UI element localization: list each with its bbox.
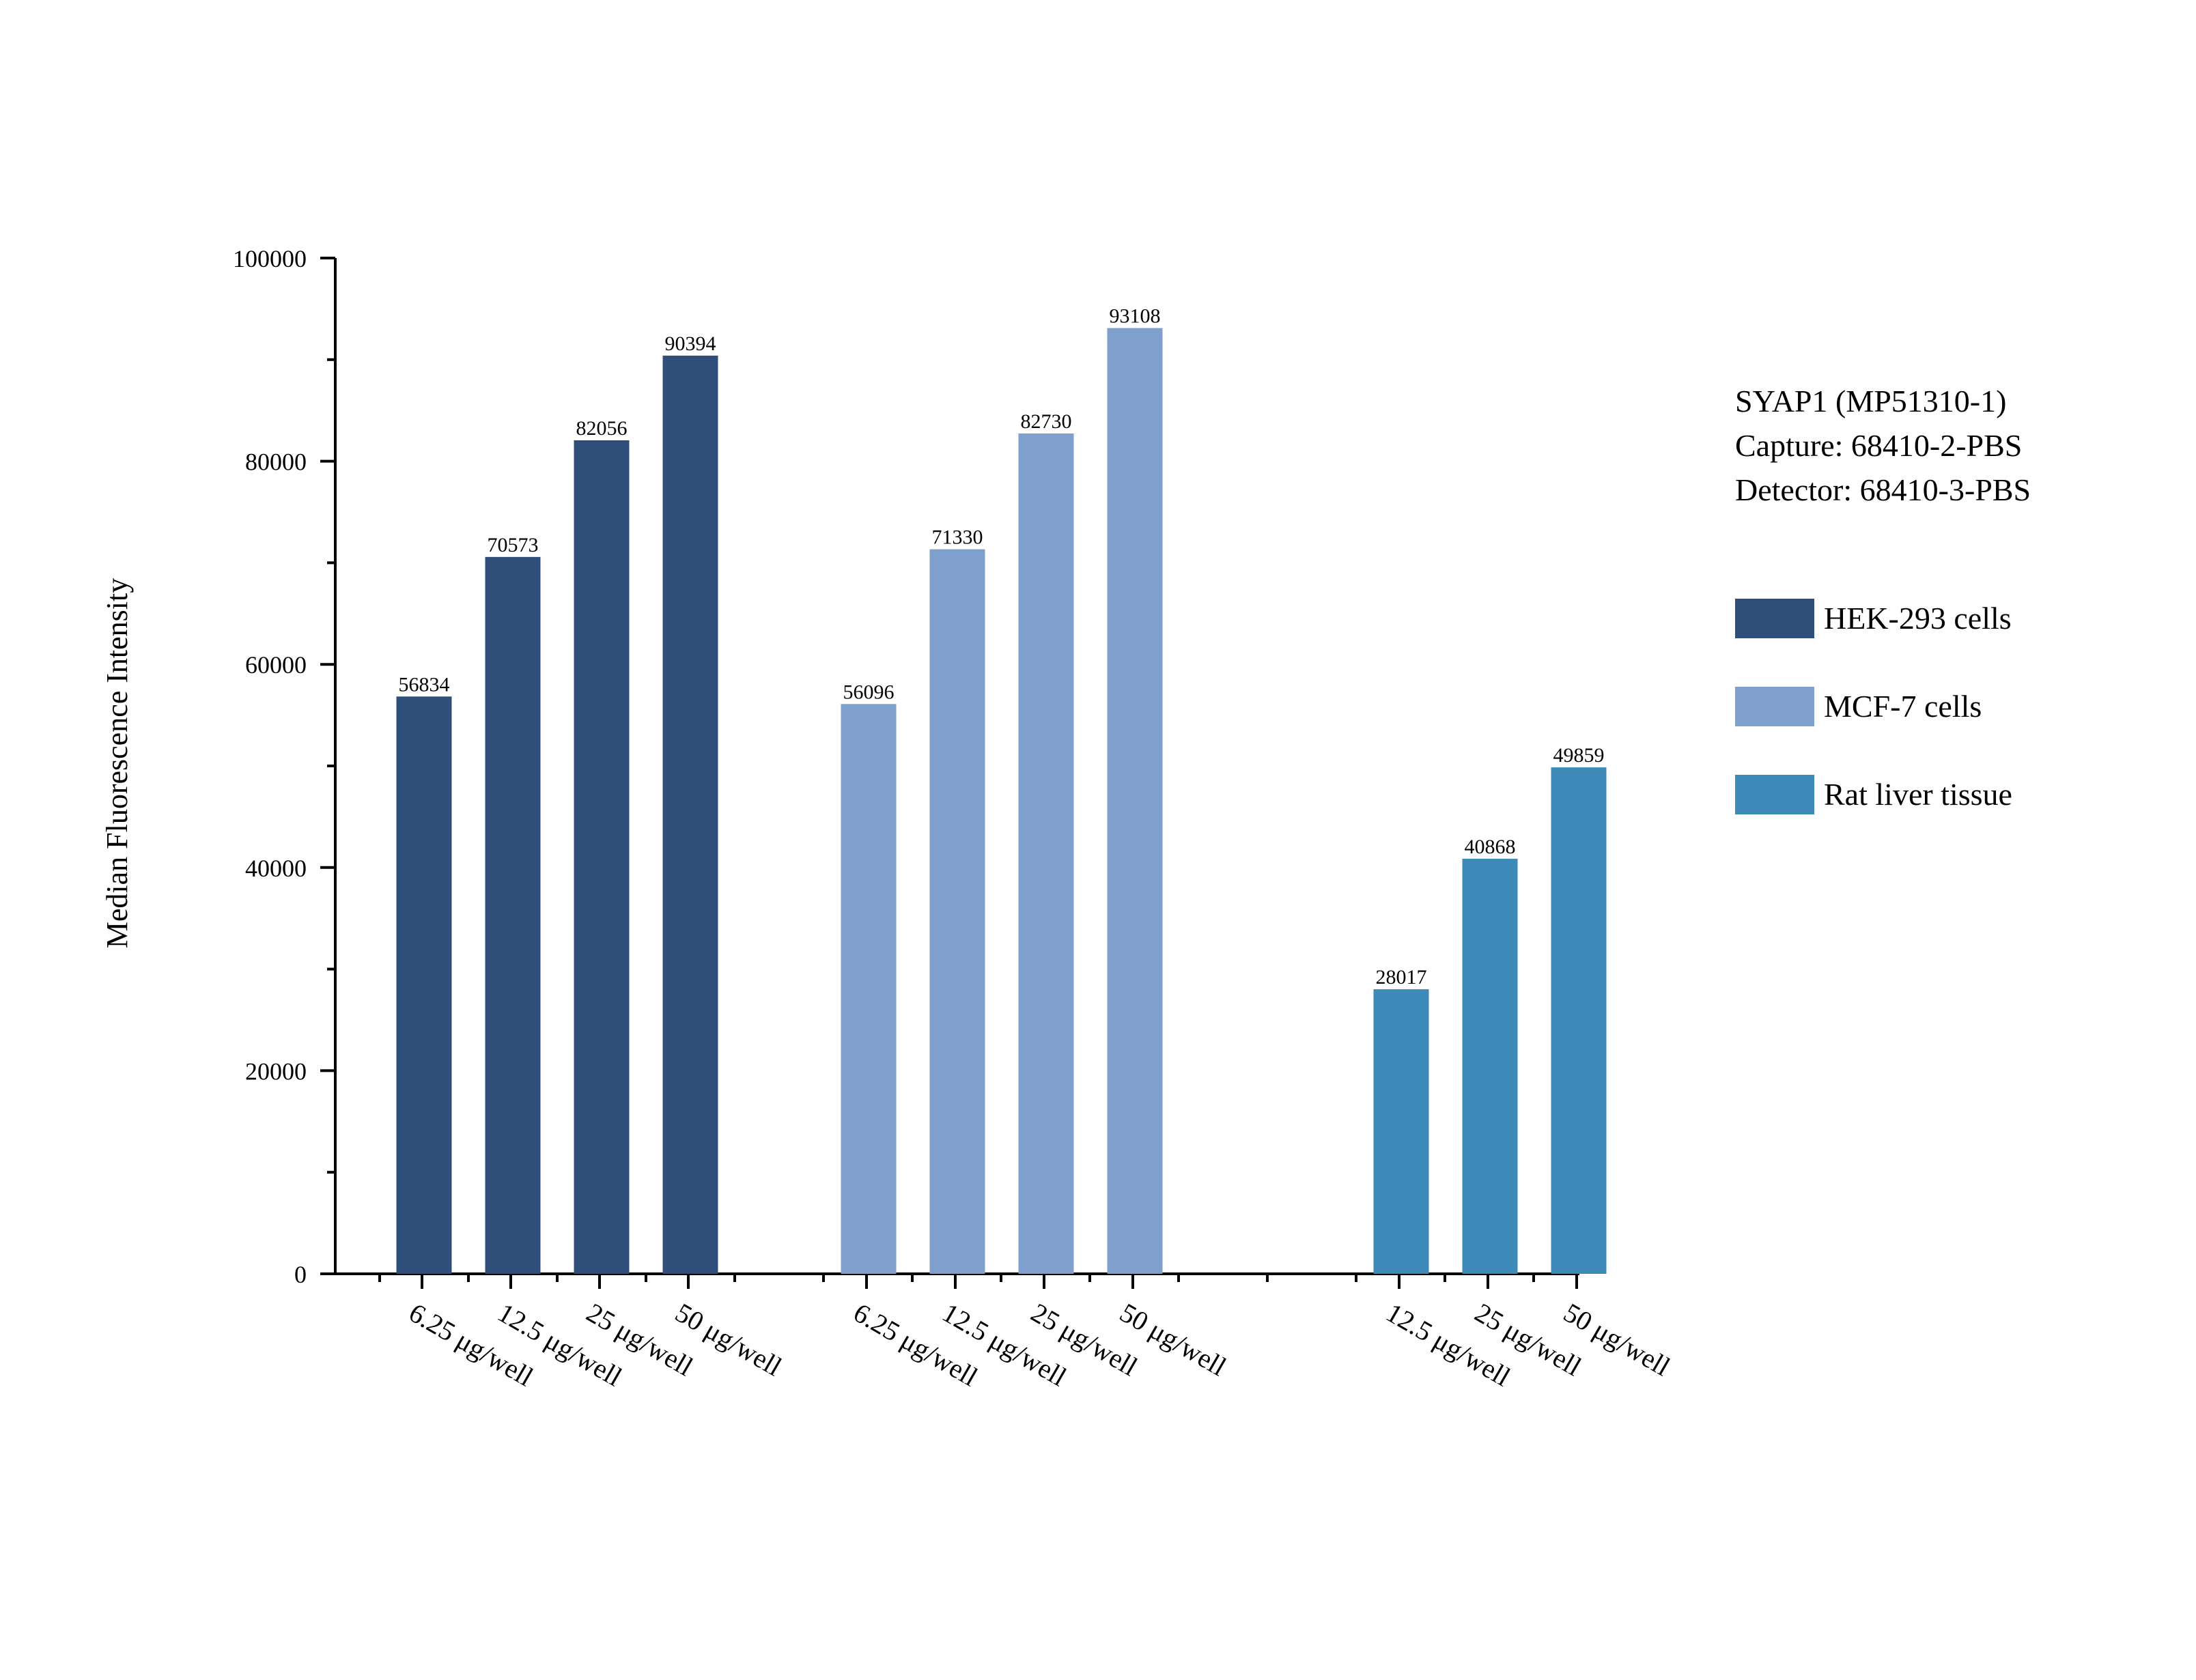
bar-value-label: 70573 [488,534,539,556]
y-tick-label: 40000 [245,855,307,882]
bar-value-label: 40868 [1465,836,1516,858]
legend-swatch [1735,687,1814,726]
annotation-line: Detector: 68410-3-PBS [1735,472,2031,507]
legend-label: MCF-7 cells [1824,689,1982,724]
legend-swatch [1735,775,1814,814]
legend-label: Rat liver tissue [1824,777,2012,812]
bar-value-label: 56096 [843,681,895,703]
annotation-line: Capture: 68410-2-PBS [1735,428,2022,463]
bar[interactable] [485,556,541,1274]
y-tick-label: 80000 [245,449,307,476]
axes: 0 20000 40000 60000 80000 100000 [233,245,1579,1289]
legend-swatch [1735,599,1814,638]
bar-value-label: 93108 [1110,305,1161,328]
y-tick-label: 100000 [233,245,307,272]
bar[interactable] [1551,767,1607,1274]
bar[interactable] [1462,858,1518,1274]
bar[interactable] [1018,433,1074,1275]
y-tick-label: 20000 [245,1057,307,1085]
bar[interactable] [1373,989,1429,1274]
bar-value-label: 71330 [932,526,983,549]
bar-value-label: 56834 [399,673,450,696]
bars [396,328,1607,1275]
legend-label: HEK-293 cells [1824,601,2012,636]
annotation-line: SYAP1 (MP51310-1) [1735,384,2006,418]
bar[interactable] [662,355,718,1274]
bar[interactable] [929,549,985,1274]
bar[interactable] [841,704,897,1274]
bar[interactable] [574,440,630,1274]
bar[interactable] [396,696,452,1274]
bar-value-label: 82730 [1021,410,1072,433]
bar-value-label: 28017 [1376,966,1427,988]
bar-value-label: 90394 [665,332,716,355]
y-tick-label: 60000 [245,651,307,679]
bar-value-label: 49859 [1553,744,1605,767]
bar[interactable] [1107,328,1163,1274]
y-axis-title: Median Fluorescence Intensity [100,578,134,949]
data-labels: 56834 70573 82056 90394 56096 71330 82730 93108… [399,305,1605,989]
bar-value-label: 82056 [576,417,628,440]
annotation-block: SYAP1 (MP51310-1) Capture: 68410-2-PBS Det… [1735,384,2031,507]
y-tick-label: 0 [294,1261,307,1288]
legend[interactable]: HEK-293 cells MCF-7 cells Rat liver tissue [1735,599,2012,814]
